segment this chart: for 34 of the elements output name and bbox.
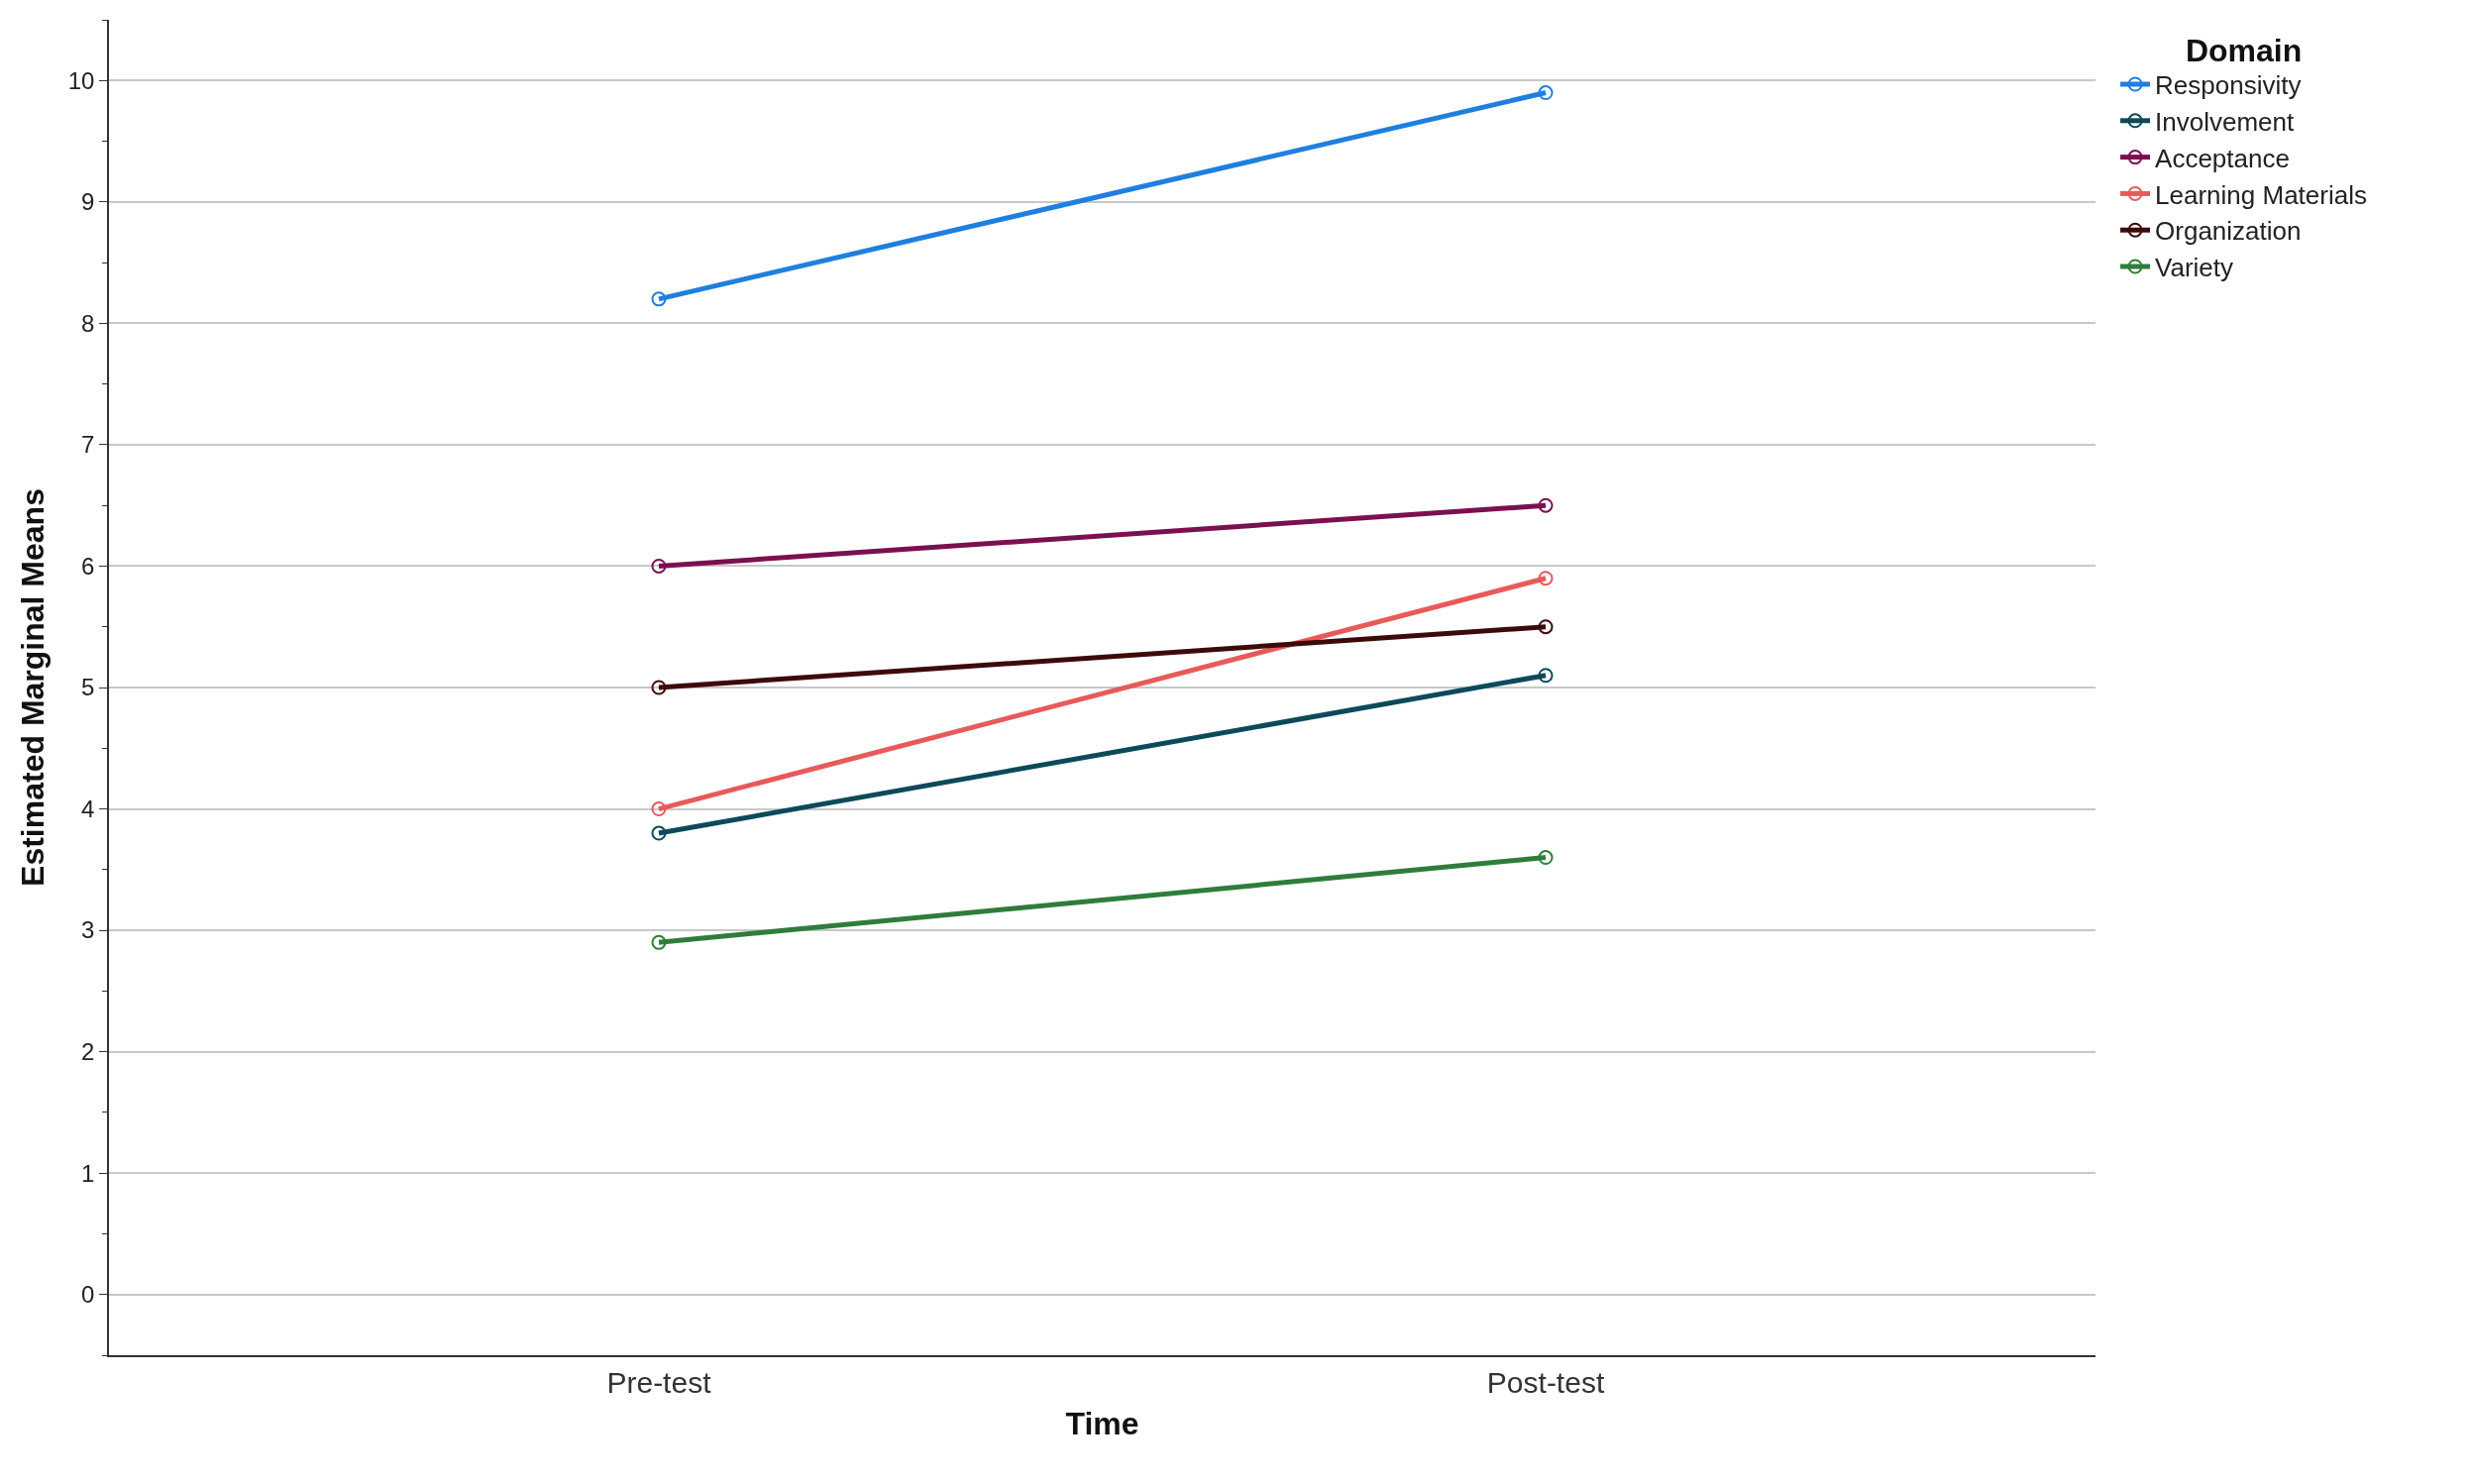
y-axis-title: Estimated Marginal Means xyxy=(14,488,51,887)
legend-label: Variety xyxy=(2155,253,2234,283)
y-tick-label: 0 xyxy=(81,1281,95,1309)
point xyxy=(1538,497,1554,513)
y-tick-label: 9 xyxy=(81,188,95,216)
point xyxy=(1538,668,1554,684)
point xyxy=(1538,850,1554,866)
y-tick-label: 8 xyxy=(81,309,95,337)
legend-label: Organization xyxy=(2155,216,2302,247)
y-tick-label: 7 xyxy=(81,431,95,459)
point xyxy=(1538,571,1554,586)
point xyxy=(651,934,667,950)
point xyxy=(651,291,667,307)
y-tick-label: 10 xyxy=(67,66,95,94)
point xyxy=(1538,619,1554,635)
point xyxy=(651,680,667,695)
legend-label: Responsivity xyxy=(2155,70,2302,101)
y-tick-label: 4 xyxy=(81,795,95,822)
y-tick-label: 3 xyxy=(81,916,95,944)
point xyxy=(651,558,667,574)
legend-label: Acceptance xyxy=(2155,143,2290,173)
legend-label: Learning Materials xyxy=(2155,179,2367,210)
point xyxy=(1538,85,1554,101)
y-tick-label: 5 xyxy=(81,674,95,701)
point xyxy=(651,801,667,817)
x-tick-label: Pre-test xyxy=(606,1365,712,1399)
x-axis-title: Time xyxy=(1065,1406,1139,1442)
y-tick-label: 1 xyxy=(81,1159,95,1187)
legend-title: Domain xyxy=(2185,32,2303,68)
y-tick-label: 2 xyxy=(81,1038,95,1066)
y-tick-label: 6 xyxy=(81,552,95,580)
legend-label: Involvement xyxy=(2155,106,2296,137)
x-tick-label: Post-test xyxy=(1486,1365,1605,1399)
point xyxy=(651,825,667,841)
